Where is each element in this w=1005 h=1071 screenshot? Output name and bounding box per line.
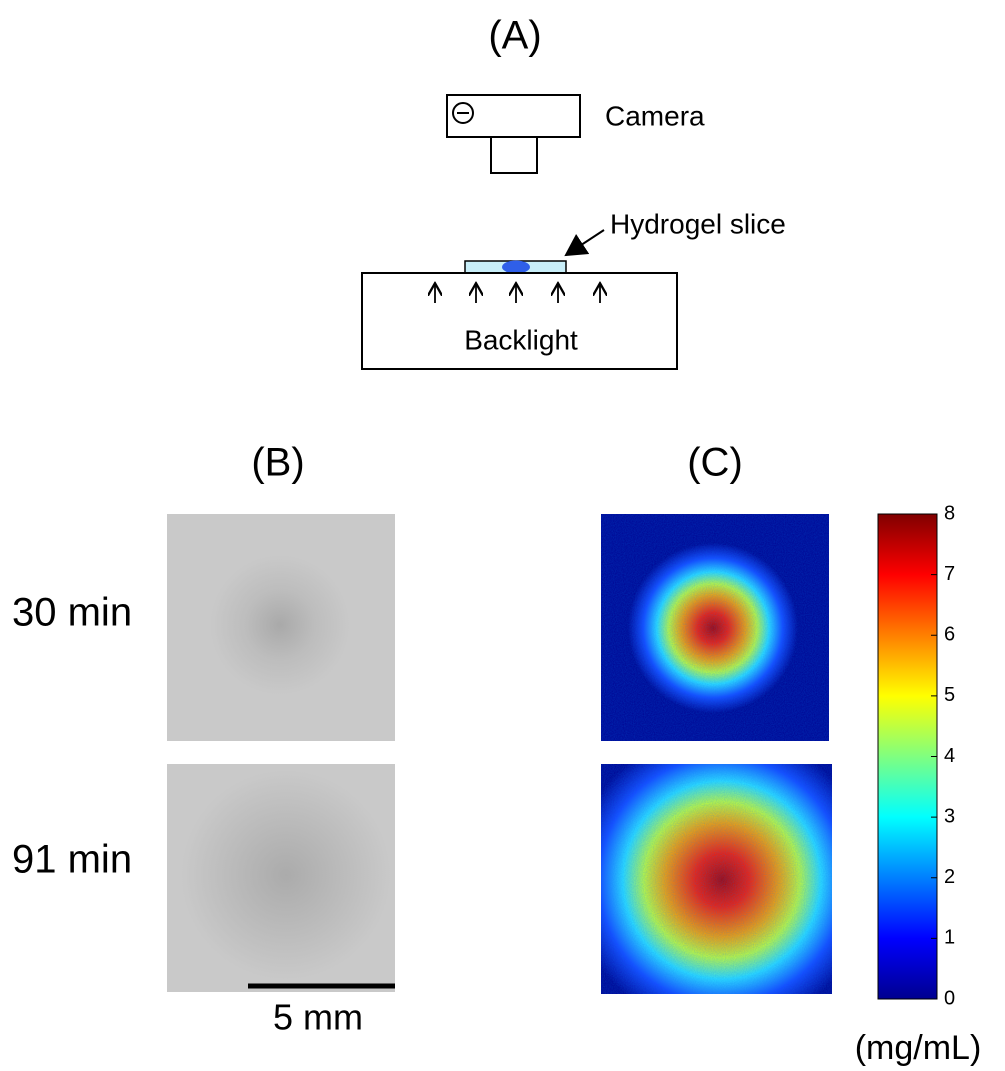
scale-bar-label: 5 mm bbox=[273, 997, 363, 1038]
colorbar-tick-label: 2 bbox=[944, 866, 955, 888]
pointer-arrow bbox=[566, 230, 604, 255]
light-arrows bbox=[435, 285, 600, 303]
heatmap-image bbox=[601, 514, 829, 741]
colorbar bbox=[878, 514, 937, 999]
colorbar-tick-label: 1 bbox=[944, 927, 955, 949]
heatmap-image bbox=[572, 730, 872, 1030]
colorbar-tick-label: 8 bbox=[944, 502, 955, 524]
panel-label: (B) bbox=[251, 441, 304, 485]
row-label: 91 min bbox=[12, 838, 132, 882]
hydrogel-label: Hydrogel slice bbox=[610, 208, 786, 239]
colorbar-tick-label: 7 bbox=[944, 563, 955, 585]
camera-icon bbox=[447, 95, 580, 173]
colorbar-tick-label: 3 bbox=[944, 805, 955, 827]
sample-spot bbox=[502, 261, 530, 274]
gray-spot bbox=[210, 555, 350, 695]
panel-label: (A) bbox=[488, 14, 541, 58]
colorbar-tick-label: 0 bbox=[944, 987, 955, 1009]
figure: (A) Camera Hydrogel slice Backlight (B) … bbox=[0, 0, 1005, 1071]
colorbar-tick-label: 5 bbox=[944, 684, 955, 706]
gray-spot bbox=[181, 770, 391, 980]
page: (A) Camera Hydrogel slice Backlight (B) … bbox=[0, 0, 1005, 1071]
row-label: 30 min bbox=[12, 591, 132, 635]
backlight-label: Backlight bbox=[464, 324, 578, 355]
colorbar-tick-label: 6 bbox=[944, 624, 955, 646]
panel-label: (C) bbox=[687, 441, 743, 485]
colorbar-unit: (mg/mL) bbox=[855, 1029, 982, 1067]
colorbar-tick-label: 4 bbox=[944, 745, 955, 767]
camera-label: Camera bbox=[605, 100, 705, 131]
